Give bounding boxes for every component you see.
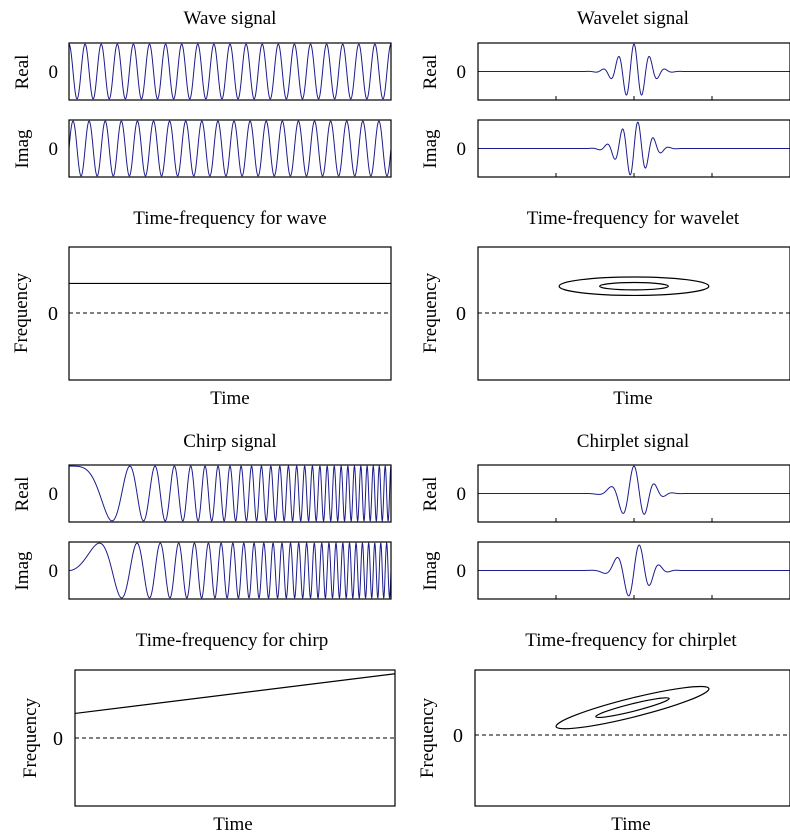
chirplet-real-series [478, 465, 790, 515]
plot-frame [68, 42, 392, 101]
plot-frame [68, 464, 392, 523]
chart-title-tf-wavelet: Time-frequency for wavelet [527, 208, 740, 229]
wavelet-real-panel: Real 0 [420, 42, 790, 101]
y-label-imag: Imag [420, 551, 441, 591]
plot-frame [68, 541, 392, 600]
plot-frame [74, 669, 396, 807]
tf-chirplet-outer-contour [555, 685, 710, 730]
wavelet-real-series [478, 43, 790, 96]
chirplet-imag-panel: Imag 0 [420, 541, 790, 600]
y-label-frequency: Frequency [417, 697, 438, 778]
y-tick-zero: 0 [53, 728, 63, 750]
plot-frame [477, 464, 790, 523]
tf-wavelet-plot: Frequency 0 Time [420, 246, 790, 409]
plot-frame [477, 42, 790, 101]
y-tick-zero: 0 [457, 62, 467, 83]
y-label-frequency: Frequency [20, 697, 41, 778]
y-label-frequency: Frequency [11, 272, 32, 353]
tf-wavelet-inner-contour [599, 281, 669, 291]
plot-frame [68, 119, 392, 178]
wave-real-series [69, 43, 391, 100]
y-label-real: Real [12, 477, 33, 512]
chirp-imag-panel: Imag 0 [12, 541, 392, 600]
tf-wavelet-outer-contour [558, 276, 710, 297]
plot-frame [477, 541, 790, 600]
y-label-real: Real [420, 55, 441, 90]
y-label-real: Real [420, 477, 441, 512]
wave-imag-panel: Imag 0 [12, 119, 392, 178]
wave-imag-series [69, 120, 391, 177]
chirplet-real-panel: Real 0 [420, 464, 790, 523]
wavelet-imag-series [478, 121, 790, 176]
wave-real-panel: Real 0 [12, 42, 392, 101]
plot-frame [68, 246, 392, 381]
wavelet-imag-panel: Imag 0 [420, 119, 790, 178]
x-label-time: Time [213, 814, 252, 835]
y-tick-zero: 0 [48, 303, 58, 325]
y-tick-zero: 0 [456, 303, 466, 325]
y-tick-zero: 0 [49, 561, 59, 582]
y-label-imag: Imag [12, 551, 33, 591]
y-label-frequency: Frequency [420, 272, 441, 353]
chirp-imag-series [69, 542, 391, 599]
y-label-imag: Imag [420, 129, 441, 169]
y-tick-zero: 0 [457, 139, 467, 160]
plot-frame [477, 246, 790, 381]
chart-title-chirplet-signal: Chirplet signal [577, 431, 689, 452]
y-tick-zero: 0 [457, 484, 467, 505]
y-tick-zero: 0 [49, 484, 59, 505]
plot-frame [477, 119, 790, 178]
y-tick-zero: 0 [453, 725, 463, 747]
x-label-time: Time [613, 388, 652, 409]
chirp-real-series [69, 465, 391, 522]
tf-chirp-plot: Frequency 0 Time [20, 669, 396, 835]
tf-chirplet-plot: Frequency 0 Time [417, 669, 790, 835]
x-label-time: Time [210, 388, 249, 409]
chart-title-tf-wave: Time-frequency for wave [133, 208, 326, 229]
chart-title-wave-signal: Wave signal [184, 8, 277, 29]
chart-title-tf-chirp: Time-frequency for chirp [136, 630, 328, 651]
y-tick-zero: 0 [49, 62, 59, 83]
chart-title-wavelet-signal: Wavelet signal [577, 8, 689, 29]
plot-frame [474, 669, 790, 807]
x-label-time: Time [611, 814, 650, 835]
chart-title-tf-chirplet: Time-frequency for chirplet [525, 630, 737, 651]
tf-chirp-frequency-line [74, 673, 396, 715]
y-label-imag: Imag [12, 129, 33, 169]
chirplet-imag-series [478, 544, 790, 597]
tf-chirplet-inner-contour [595, 697, 670, 719]
tf-wave-plot: Frequency 0 Time [11, 246, 392, 409]
y-tick-zero: 0 [457, 561, 467, 582]
y-tick-zero: 0 [49, 139, 59, 160]
y-label-real: Real [12, 55, 33, 90]
chirp-real-panel: Real 0 [12, 464, 392, 523]
chart-title-chirp-signal: Chirp signal [183, 431, 276, 452]
